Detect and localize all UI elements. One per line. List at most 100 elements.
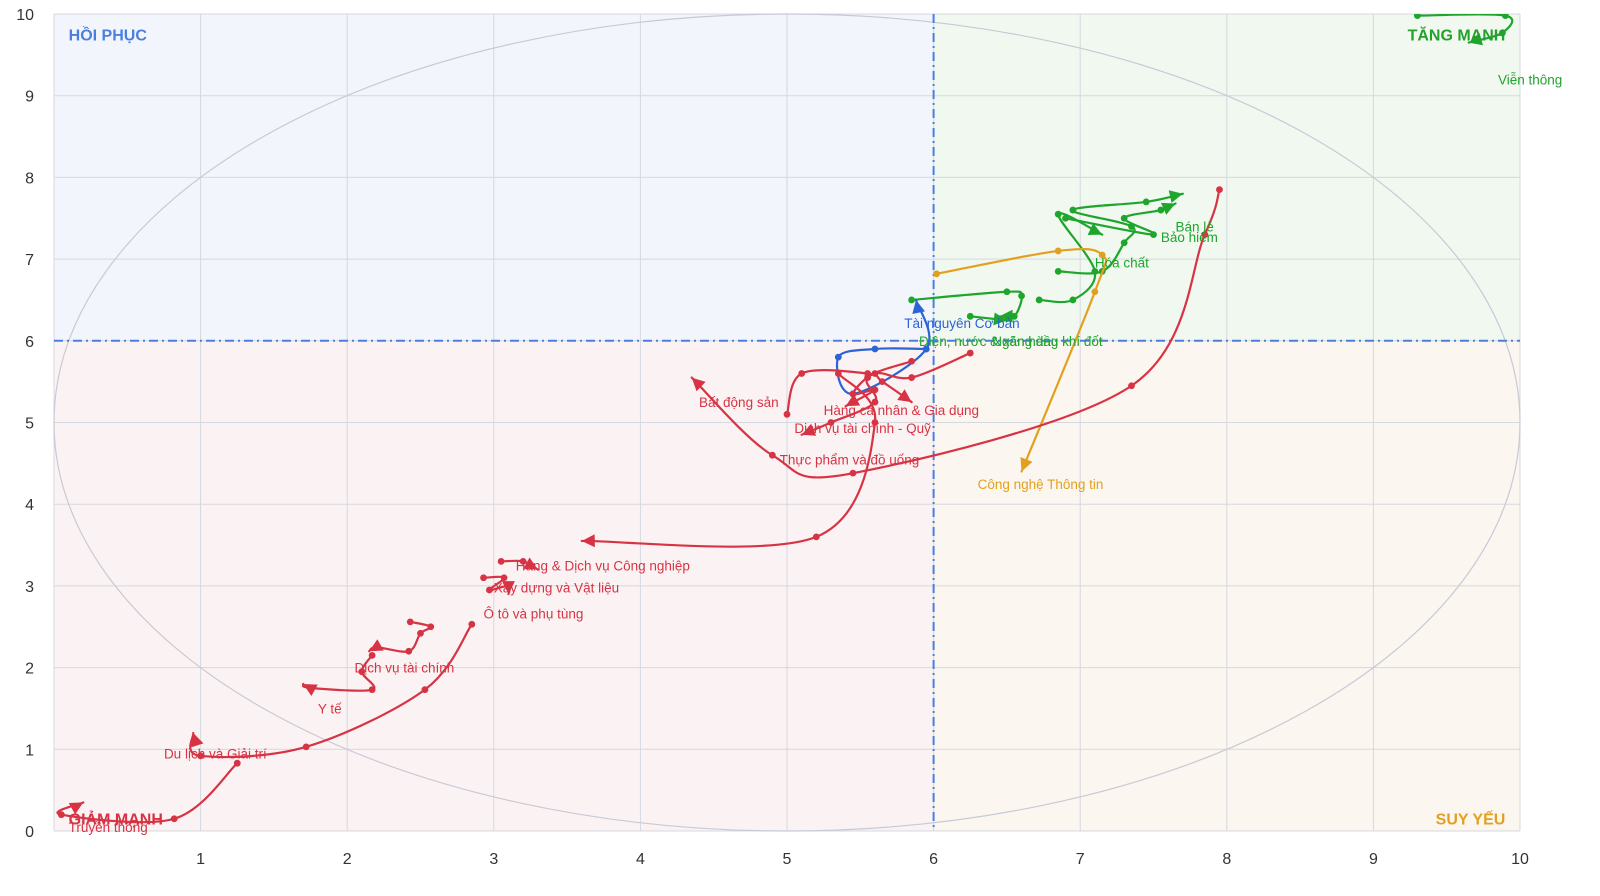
x-tick-label: 3: [489, 851, 498, 868]
threshold-lines: [54, 14, 1520, 831]
cycle-ellipse: [53, 13, 1521, 832]
series-tai-nguyen-co-ban: [834, 298, 931, 398]
series-label-y-te: Y tế: [318, 701, 342, 716]
series-point-hang-ca-nhan-gia-dung: [908, 374, 916, 381]
series-label-thuc-pham-va-do-uong: Thực phẩm và đồ uống: [780, 452, 920, 467]
series-point-hang-dich-vu-cong-nghiep: [871, 419, 879, 426]
y-tick-label: 6: [25, 334, 34, 351]
series-arrowhead-truyen-thong: [68, 802, 84, 815]
series-point-o-to-va-phu-tung: [500, 574, 508, 582]
series-point-bat-dong-san: [849, 469, 857, 477]
series-label-ban-le: Bán lẻ: [1175, 219, 1213, 234]
y-tick-label: 0: [25, 824, 34, 841]
series-arrowhead-dien-nuoc-xang-dau-khi-dot: [993, 312, 1007, 326]
series-point-du-lich-va-giai-tri: [302, 743, 310, 751]
series-label-truyen-thong: Truyền thông: [69, 820, 148, 835]
x-tick-label: 2: [343, 851, 352, 868]
series-point-vien-thong: [1501, 14, 1509, 20]
series-point-cong-nghe-thong-tin: [933, 270, 940, 278]
series-hoa-chat: [1035, 210, 1104, 304]
series-bat-dong-san: [690, 186, 1223, 479]
series-label-du-lich-va-giai-tri: Du lịch và Giải trí: [164, 746, 267, 761]
series-point-truyen-thong: [170, 815, 178, 823]
series-point-hoa-chat: [1091, 267, 1099, 275]
series-arrowhead-du-lich-va-giai-tri: [191, 732, 204, 748]
series-point-ban-le: [1054, 267, 1062, 275]
series-point-ngan-hang: [908, 296, 916, 304]
series-label-dien-nuoc-xang-dau-khi-dot: Điện, nước & xăng dầu khí đốt: [919, 334, 1103, 349]
series-label-ngan-hang: Ngân hàng: [992, 334, 1058, 349]
series-du-lich-va-giai-tri: [189, 620, 476, 760]
series-label-cong-nghe-thong-tin: Công nghệ Thông tin: [978, 477, 1104, 492]
series-arrowhead-ngan-hang: [999, 309, 1013, 323]
series-label-hoa-chat: Hóa chất: [1095, 255, 1149, 270]
series-point-bat-dong-san: [768, 451, 776, 459]
y-tick-label: 10: [16, 7, 34, 24]
x-tick-label: 9: [1369, 851, 1378, 868]
series-point-y-te: [358, 668, 366, 676]
series-point-ngan-hang: [1003, 288, 1011, 296]
x-tick-label: 10: [1511, 851, 1529, 868]
series-dich-vu-tai-chinh-quy: [800, 357, 916, 436]
series-o-to-va-phu-tung: [480, 574, 515, 596]
series-point-hang-dich-vu-cong-nghiep: [812, 533, 820, 541]
series-thuc-pham-va-do-uong: [783, 369, 913, 418]
series-trail-hang-dich-vu-cong-nghiep: [580, 372, 877, 548]
series-point-cong-nghe-thong-tin: [1098, 251, 1106, 259]
series-point-bao-hiem: [1120, 214, 1128, 222]
series-label-bao-hiem: Bảo hiểm: [1161, 230, 1218, 245]
series-point-vien-thong: [1499, 29, 1506, 37]
y-tick-label: 5: [25, 416, 34, 433]
series-label-dich-vu-tai-chinh: Dịch vụ tài chính: [355, 661, 455, 676]
series-point-du-lich-va-giai-tri: [197, 752, 205, 760]
y-tick-label: 1: [25, 742, 34, 759]
series-point-dien-nuoc-xang-dau-khi-dot: [966, 312, 974, 320]
series-point-hang-ca-nhan-gia-dung: [849, 390, 857, 398]
series-point-thuc-pham-va-do-uong: [864, 370, 872, 377]
series-point-vien-thong: [1413, 14, 1421, 20]
series-label-xay-dung-va-vat-lieu: Xây dựng và Vật liệu: [494, 581, 619, 596]
series-point-y-te: [368, 686, 376, 694]
series-label-hang-ca-nhan-gia-dung: Hàng cá nhân & Gia dụng: [824, 403, 979, 418]
series-label-bat-dong-san: Bất động sản: [699, 395, 779, 410]
series-point-bat-dong-san: [1216, 186, 1223, 194]
series-arrowhead-xay-dung-va-vat-lieu: [523, 557, 538, 570]
tick-labels: 0 1 2 3 4 5 6 7 8 9 10 1 2 3 4 5 6 7 8 9 10: [16, 7, 1529, 868]
series-arrowhead-y-te: [303, 683, 318, 696]
x-tick-label: 1: [196, 851, 205, 868]
series-point-y-te: [368, 651, 376, 659]
series-point-du-lich-va-giai-tri: [421, 686, 429, 694]
series-point-dich-vu-tai-chinh: [427, 623, 435, 631]
series-point-ban-le: [1142, 198, 1150, 206]
series-label-o-to-va-phu-tung: Ô tô và phụ tùng: [484, 607, 584, 622]
series-point-du-lich-va-giai-tri: [468, 620, 476, 628]
series-point-dich-vu-tai-chinh-quy: [871, 398, 879, 406]
quadrant-label-hoi-phuc: HỒI PHỤC: [69, 25, 148, 44]
series-point-thuc-pham-va-do-uong: [783, 410, 791, 418]
x-tick-label: 6: [929, 851, 938, 868]
series-arrowhead-cong-nghe-thong-tin: [1020, 457, 1033, 472]
series-bao-hiem: [1062, 202, 1177, 238]
series-point-cong-nghe-thong-tin: [1054, 247, 1062, 255]
series-dich-vu-tai-chinh: [368, 618, 435, 655]
series-point-bat-dong-san: [1128, 382, 1135, 390]
cycle-ellipse-shape: [53, 13, 1521, 832]
series-arrowhead-bat-dong-san: [691, 377, 706, 392]
y-tick-label: 3: [25, 579, 34, 596]
series-truyen-thong: [56, 759, 241, 824]
series-point-hoa-chat: [1069, 296, 1077, 304]
series-point-dich-vu-tai-chinh-quy: [908, 357, 916, 365]
series-label-vien-thong: Viễn thông: [1498, 72, 1562, 87]
series-arrowhead-hang-ca-nhan-gia-dung: [845, 394, 861, 407]
series-point-thuc-pham-va-do-uong: [798, 370, 806, 377]
series-point-dich-vu-tai-chinh: [417, 629, 424, 637]
series-arrowhead-tai-nguyen-co-ban: [912, 299, 926, 315]
series-point-tai-nguyen-co-ban: [922, 345, 930, 353]
series-trails: [56, 14, 1514, 824]
series-point-ban-le: [1069, 206, 1077, 214]
series-arrowhead-dich-vu-tai-chinh-quy: [801, 423, 817, 436]
series-hang-dich-vu-cong-nghiep: [580, 370, 879, 548]
series-arrowhead-dich-vu-tai-chinh: [369, 639, 384, 652]
series-point-truyen-thong: [233, 759, 241, 767]
